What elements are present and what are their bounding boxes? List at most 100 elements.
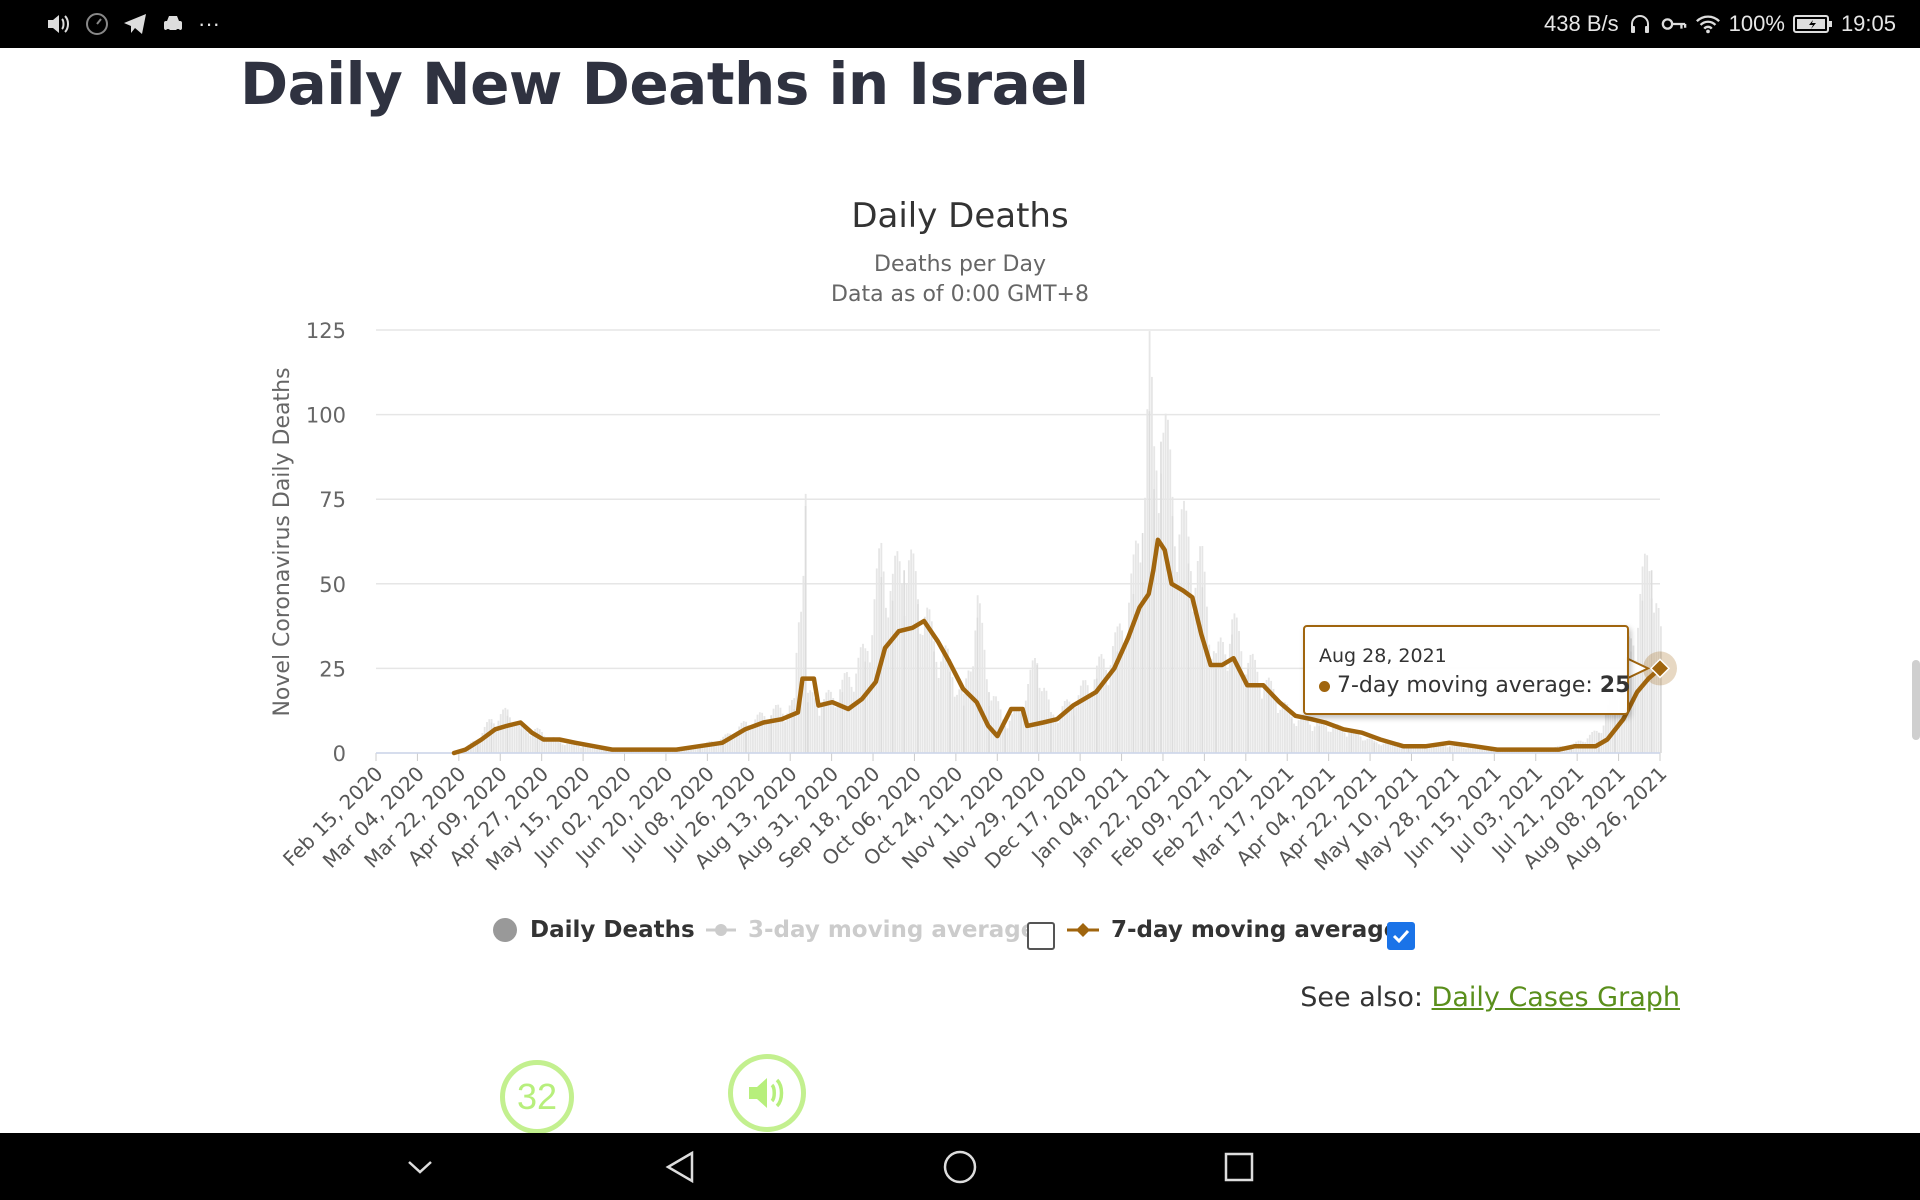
daily-deaths-bar: [1164, 413, 1167, 753]
daily-deaths-bar: [1350, 732, 1353, 753]
daily-deaths-bar: [1020, 712, 1022, 753]
daily-deaths-bar: [850, 686, 853, 753]
daily-deaths-bar: [683, 748, 686, 753]
daily-deaths-bar: [1247, 668, 1249, 753]
daily-deaths-bar: [772, 708, 775, 753]
daily-deaths-bar: [476, 739, 479, 753]
daily-deaths-bar: [1056, 722, 1059, 753]
daily-cases-graph-link[interactable]: Daily Cases Graph: [1431, 982, 1680, 1013]
y-axis-label: Novel Coronavirus Daily Deaths: [270, 367, 295, 716]
daily-deaths-bar: [1460, 746, 1463, 753]
daily-deaths-bar: [1366, 738, 1369, 753]
daily-deaths-bar: [1394, 744, 1396, 753]
daily-deaths-bar: [481, 732, 484, 753]
home-icon[interactable]: [925, 1133, 995, 1200]
daily-deaths-bar: [504, 707, 507, 753]
daily-deaths-bar: [1302, 714, 1305, 753]
floating-speaker-button[interactable]: [728, 1054, 806, 1132]
daily-deaths-bar: [1199, 546, 1201, 753]
daily-deaths-bar: [1329, 731, 1332, 753]
page-title: Daily New Deaths in Israel: [240, 50, 1089, 118]
daily-deaths-bar: [857, 657, 860, 753]
daily-deaths-bar: [1219, 637, 1222, 753]
daily-deaths-bar: [1052, 714, 1055, 753]
daily-deaths-bar: [1261, 698, 1263, 753]
daily-deaths-bar: [1281, 704, 1284, 753]
daily-deaths-bar: [995, 696, 997, 753]
daily-deaths-bar: [1125, 636, 1128, 753]
daily-deaths-chart[interactable]: 0 25 50 75 100 125 Novel Coronavirus Daily Dea…: [0, 0, 1920, 900]
daily-deaths-bar: [1389, 742, 1392, 753]
daily-deaths-bar: [1121, 630, 1124, 753]
daily-deaths-bar: [981, 622, 984, 753]
daily-deaths-bar: [1050, 719, 1052, 753]
recents-icon[interactable]: [1204, 1133, 1274, 1200]
daily-deaths-bar: [1249, 654, 1252, 753]
daily-deaths-bar: [1118, 623, 1121, 753]
daily-deaths-bar: [591, 746, 594, 753]
daily-deaths-bar: [1167, 419, 1169, 753]
daily-deaths-bar: [552, 736, 555, 753]
daily-deaths-bar: [1178, 534, 1181, 753]
daily-deaths-bar: [905, 583, 908, 753]
daily-deaths-bar: [768, 723, 770, 753]
daily-deaths-bar: [1430, 747, 1433, 753]
daily-deaths-bar: [1173, 546, 1176, 753]
daily-deaths-bar: [582, 746, 584, 753]
tooltip-date: Aug 28, 2021: [1319, 645, 1447, 667]
daily-deaths-bar: [745, 725, 747, 753]
daily-deaths-bar: [1380, 745, 1383, 753]
daily-deaths-bar: [1320, 719, 1323, 753]
daily-deaths-bar: [1189, 571, 1192, 753]
daily-deaths-bar: [1322, 722, 1325, 753]
daily-deaths-bar: [1244, 674, 1247, 753]
daily-deaths-bar: [1169, 449, 1172, 753]
daily-deaths-bar: [914, 571, 917, 753]
daily-deaths-bar: [1217, 641, 1220, 753]
daily-deaths-bar: [522, 724, 525, 753]
telegram-icon: [122, 11, 148, 37]
daily-deaths-bar: [1176, 571, 1179, 753]
status-bar: ··· 438 B/s 100% 19:05: [0, 0, 1920, 48]
daily-deaths-bar: [697, 746, 699, 753]
checkbox-3day[interactable]: [1027, 922, 1055, 950]
battery-percent: 100%: [1728, 11, 1785, 36]
daily-deaths-bar: [717, 742, 720, 753]
daily-deaths-bar: [722, 739, 724, 753]
daily-deaths-bar: [1357, 732, 1360, 753]
checkbox-7day[interactable]: [1387, 922, 1415, 950]
legend-item-3day[interactable]: 3-day moving average: [706, 910, 1036, 950]
wifi-icon: [1695, 11, 1721, 37]
daily-deaths-bar: [1650, 570, 1653, 753]
daily-deaths-bar: [1414, 747, 1417, 753]
chevron-down-icon[interactable]: [385, 1133, 455, 1200]
daily-deaths-bar: [855, 673, 858, 753]
daily-deaths-bar: [1449, 746, 1451, 753]
daily-deaths-bar: [852, 691, 855, 753]
daily-deaths-bar: [1426, 745, 1428, 753]
legend-item-7day[interactable]: 7-day moving average: [1067, 910, 1399, 950]
daily-deaths-bar: [497, 720, 500, 753]
daily-deaths-bar: [1079, 685, 1082, 753]
daily-deaths-bar: [694, 745, 697, 753]
daily-deaths-bar: [1208, 644, 1211, 753]
daily-deaths-bar: [1643, 553, 1646, 753]
daily-deaths-bar: [843, 673, 846, 753]
daily-deaths-bar: [1112, 646, 1114, 753]
daily-deaths-bar: [575, 744, 578, 753]
legend-item-daily-deaths[interactable]: Daily Deaths: [492, 910, 695, 950]
back-icon[interactable]: [645, 1133, 715, 1200]
daily-deaths-bar: [715, 743, 718, 753]
daily-deaths-bar: [1139, 562, 1142, 753]
daily-deaths-bar: [518, 721, 520, 753]
daily-deaths-bar: [781, 713, 784, 753]
floating-counter-button[interactable]: 32: [500, 1060, 574, 1134]
daily-deaths-bar: [1325, 726, 1328, 753]
daily-deaths-bar: [1364, 740, 1367, 753]
daily-deaths-bar: [573, 743, 576, 753]
daily-deaths-bar: [1203, 571, 1206, 753]
daily-deaths-bar: [891, 600, 894, 753]
daily-deaths-bar: [1265, 679, 1268, 753]
page-scroll-indicator[interactable]: [1912, 660, 1920, 740]
daily-deaths-bar: [1105, 669, 1107, 753]
